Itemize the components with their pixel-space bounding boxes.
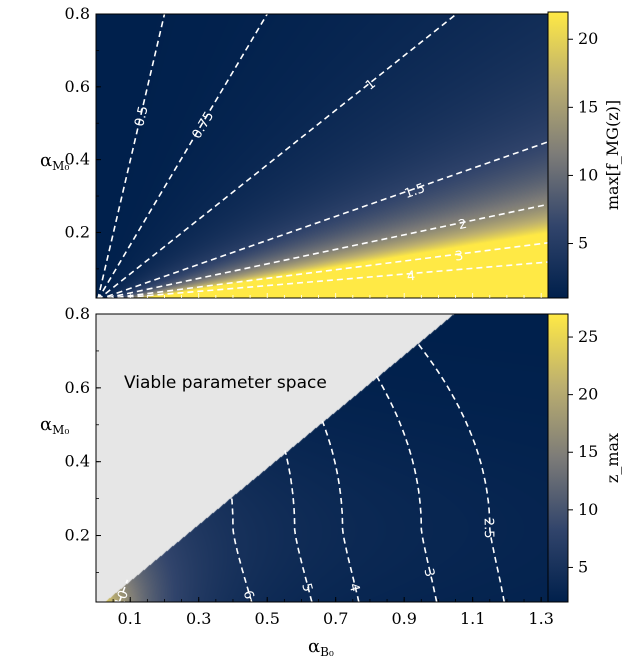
bottom-contour-line [230,494,253,602]
y-tick-label: 0.6 [65,378,90,397]
colorbar-tick-label: 10 [578,165,598,184]
top-heatmap-field [96,14,548,298]
bottom-contour-label: 6 [240,589,257,601]
bottom-contour-label: 4 [346,582,363,594]
bottom-colorbar-label: z_max [603,433,622,483]
top-contour-line [97,14,166,298]
bottom-colorbar-ticks: 5 10 15 20 25 [568,327,598,576]
colorbar-tick-label: 20 [578,385,598,404]
y-tick-label: 0.8 [65,4,90,23]
top-contour-line [105,242,548,298]
bottom-heatmap-field [96,314,548,602]
y-tick-label: 0.2 [65,222,90,241]
bottom-y-axis-label: αM₀ [40,414,69,437]
y-tick-label: 0.6 [65,77,90,96]
top-contour-label: 4 [406,269,416,285]
bottom-contours: 10 6 5 4 3 2.5 [112,341,505,609]
bottom-y-ticks: 0.2 0.4 0.6 0.8 [65,304,101,573]
x-tick-label: 1.3 [528,609,553,628]
bottom-x-axis-label: αB₀ [308,636,334,659]
colorbar-tick-label: 5 [578,557,588,576]
top-x-minor-ticks [112,293,542,298]
bottom-x-ticks: 0.1 0.3 0.5 0.7 0.9 1.1 1.3 [112,597,554,628]
bottom-contour-line [321,420,360,602]
y-tick-label: 0.4 [65,452,90,471]
colorbar-tick-label: 5 [578,234,588,253]
y-tick-label: 0.8 [65,304,90,323]
bottom-contour-line [118,579,129,602]
x-tick-label: 0.3 [186,609,211,628]
top-contour-line [97,14,268,298]
colorbar-tick-label: 15 [578,97,598,116]
bottom-panel: 10 6 5 4 3 2.5 0.2 0.4 0.6 0.8 0.1 0.3 0.5 0.7 0.9 1.… [40,304,622,659]
top-contour-label: 3 [454,249,464,265]
top-contour-label: 2 [457,217,468,233]
bottom-contour-line [375,374,438,602]
x-tick-label: 0.7 [323,609,348,628]
bottom-contour-label: 2.5 [481,518,496,539]
bottom-contour-label: 5 [298,582,315,594]
bottom-contour-line [415,341,505,602]
y-tick-label: 0.4 [65,150,90,169]
top-colorbar [547,11,569,299]
viable-region-annotation: Viable parameter space [124,373,327,393]
bottom-contour-label: 10 [112,588,132,609]
top-contour-line [109,261,548,298]
bottom-colorbar [547,313,569,603]
colorbar-tick-label: 15 [578,442,598,461]
top-contour-label: 0.5 [132,105,151,129]
x-tick-label: 0.9 [391,609,416,628]
top-y-axis-label: αM₀ [40,150,69,173]
top-colorbar-label: max[f_MG(z)] [603,100,622,210]
y-tick-label: 0.2 [65,526,90,545]
x-tick-label: 1.1 [460,609,485,628]
top-contour-label: 1.5 [403,181,427,202]
colorbar-tick-label: 20 [578,29,598,48]
colorbar-tick-label: 10 [578,500,598,519]
top-contour-line [102,203,548,298]
x-tick-label: 0.5 [254,609,279,628]
x-tick-label: 0.1 [118,609,143,628]
bottom-contour-label: 3 [420,567,436,578]
colorbar-tick-label: 25 [578,327,598,346]
top-colorbar-ticks: 5 10 15 20 [568,29,598,253]
top-y-ticks: 0.2 0.4 0.6 0.8 [65,4,101,270]
top-contour-line [98,14,457,298]
